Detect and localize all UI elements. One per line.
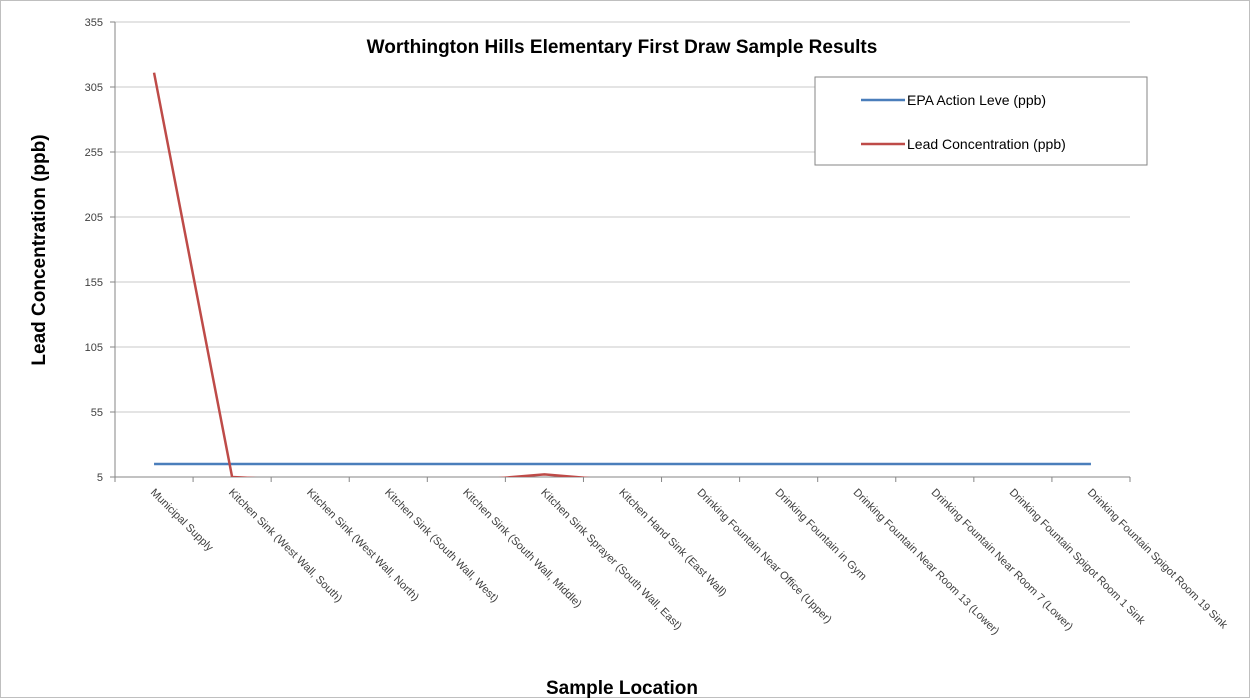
y-tick-label: 55: [91, 407, 103, 419]
y-tick-label: 355: [85, 17, 103, 29]
legend-label: Lead Concentration (ppb): [907, 136, 1066, 152]
legend-box: [814, 76, 1148, 166]
y-tick-label: 205: [85, 212, 103, 224]
y-tick-label: 155: [85, 277, 103, 289]
y-tick-label: 305: [85, 82, 103, 94]
y-tick-label: 255: [85, 147, 103, 159]
chart-title: Worthington Hills Elementary First Draw …: [367, 37, 878, 58]
y-tick-label: 105: [85, 342, 103, 354]
plot: [152, 72, 1091, 477]
x-axis-label: Sample Location: [546, 678, 698, 698]
y-tick-label: 5: [97, 472, 103, 484]
legend-label: EPA Action Leve (ppb): [907, 92, 1046, 108]
y-axis-label: Lead Concentration (ppb): [29, 134, 50, 365]
